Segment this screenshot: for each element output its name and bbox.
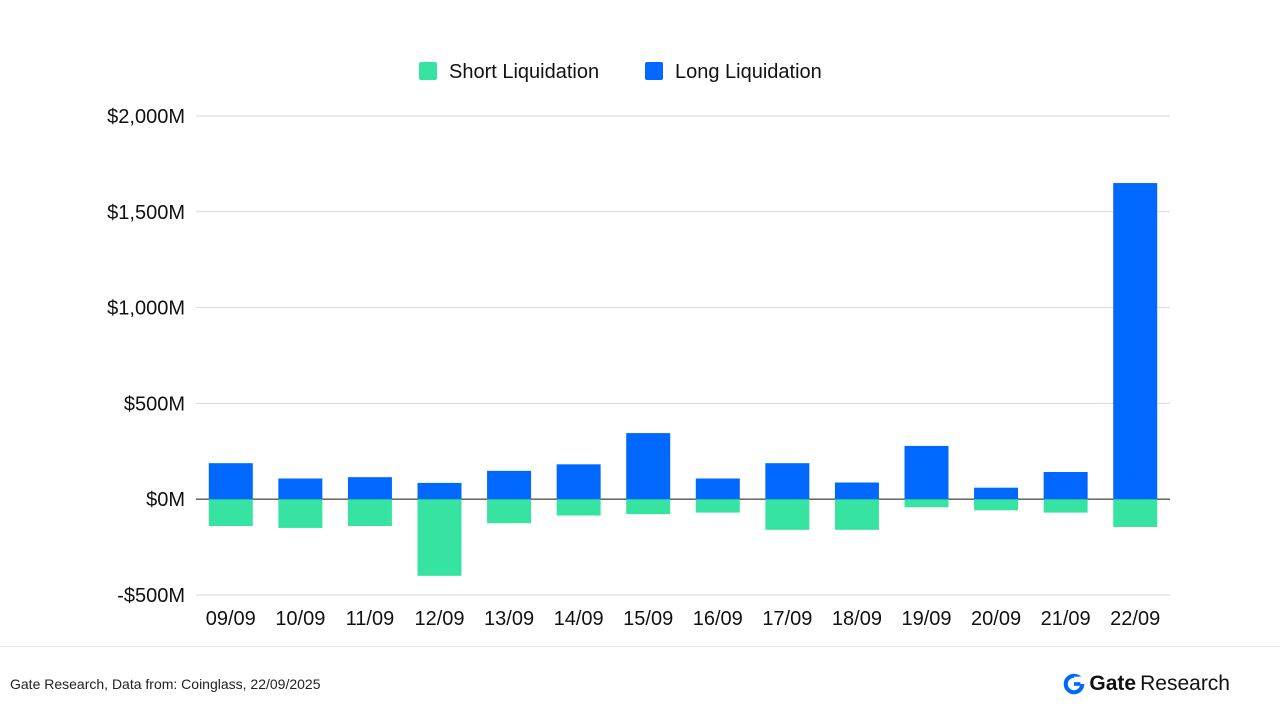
long-liquidation-bar	[765, 463, 810, 500]
long-liquidation-bar	[626, 433, 671, 500]
x-tick-label: 10/09	[275, 608, 325, 630]
x-tick-label: 22/09	[1110, 608, 1160, 630]
brand-suffix: Research	[1140, 672, 1230, 695]
x-tick-label: 19/09	[901, 608, 951, 630]
long-liquidation-bar	[1043, 471, 1088, 500]
legend-long-label: Long Liquidation	[675, 61, 822, 83]
long-liquidation-bar	[556, 464, 601, 500]
legend-long-swatch	[645, 62, 663, 80]
short-liquidation-bar	[556, 499, 601, 516]
short-liquidation-bar	[834, 499, 879, 530]
x-tick-label: 16/09	[693, 608, 743, 630]
x-tick-label: 15/09	[623, 608, 673, 630]
y-tick-label: -$500M	[117, 585, 185, 607]
short-liquidation-bar	[626, 499, 671, 515]
long-liquidation-bar	[695, 478, 740, 500]
x-tick-label: 12/09	[414, 608, 464, 630]
short-liquidation-bar	[1043, 499, 1088, 513]
gate-logo-icon	[1064, 673, 1086, 695]
long-liquidation-bar	[417, 482, 462, 500]
footer-divider	[0, 646, 1280, 647]
x-tick-label: 17/09	[762, 608, 812, 630]
short-liquidation-bar	[208, 499, 253, 527]
long-liquidation-bar	[347, 477, 392, 500]
short-liquidation-bar	[904, 499, 949, 508]
short-liquidation-bar	[417, 499, 462, 576]
long-liquidation-bar	[208, 463, 253, 500]
long-liquidation-bar	[974, 487, 1019, 500]
long-liquidation-bar	[834, 482, 879, 500]
y-tick-label: $2,000M	[107, 106, 185, 128]
x-tick-label: 14/09	[554, 608, 604, 630]
source-note: Gate Research, Data from: Coinglass, 22/…	[10, 676, 321, 692]
legend: Short Liquidation Long Liquidation	[419, 61, 822, 83]
gridlines	[196, 115, 1170, 596]
x-tick-label: 21/09	[1041, 608, 1091, 630]
x-tick-label: 18/09	[832, 608, 882, 630]
legend-short-label: Short Liquidation	[449, 61, 599, 83]
bars	[208, 183, 1158, 576]
legend-short-swatch	[419, 62, 437, 80]
long-liquidation-bar	[487, 470, 532, 500]
x-tick-label: 11/09	[346, 608, 395, 630]
brand-name: Gate	[1089, 672, 1137, 695]
y-axis: -$500M $0M $500M $1,000M $1,500M $2,000M	[107, 106, 185, 607]
y-tick-label: $1,500M	[107, 202, 185, 224]
long-liquidation-bar	[278, 478, 323, 500]
x-tick-label: 13/09	[484, 608, 534, 630]
x-axis: 09/09 10/09 11/09 12/09 13/09 14/09 15/09 16/09…	[206, 608, 1160, 630]
long-liquidation-bar	[904, 445, 949, 500]
y-tick-label: $0M	[146, 489, 185, 511]
short-liquidation-bar	[695, 499, 740, 513]
short-liquidation-bar	[347, 499, 392, 527]
liquidation-chart: Short Liquidation Long Liquidation -$500M…	[107, 61, 1170, 630]
short-liquidation-bar	[765, 499, 810, 530]
brand-logo: Gate Research	[1063, 672, 1230, 696]
long-liquidation-bar	[1113, 183, 1158, 500]
short-liquidation-bar	[487, 499, 532, 524]
short-liquidation-bar	[1113, 499, 1158, 527]
short-liquidation-bar	[278, 499, 323, 528]
x-tick-label: 20/09	[971, 608, 1021, 630]
y-tick-label: $1,000M	[107, 298, 185, 320]
y-tick-label: $500M	[124, 393, 185, 415]
short-liquidation-bar	[974, 499, 1019, 511]
x-tick-label: 09/09	[206, 608, 256, 630]
